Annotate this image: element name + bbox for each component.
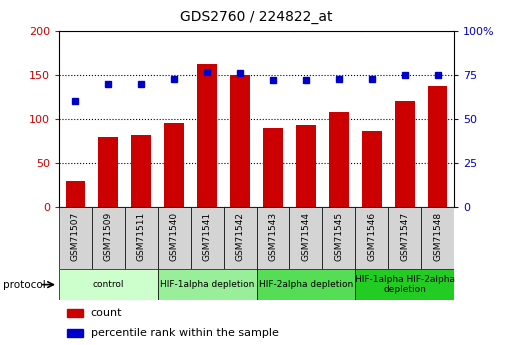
Text: GSM71544: GSM71544: [301, 212, 310, 261]
Text: count: count: [91, 308, 122, 318]
Text: GSM71541: GSM71541: [203, 212, 212, 261]
Text: GSM71546: GSM71546: [367, 212, 376, 261]
Bar: [59, 207, 92, 269]
Bar: [158, 207, 191, 269]
Bar: [256, 207, 289, 269]
Bar: [67, 309, 83, 317]
Bar: [224, 207, 256, 269]
Text: GSM71548: GSM71548: [433, 212, 442, 261]
Bar: [355, 269, 454, 300]
Text: protocol: protocol: [3, 280, 45, 289]
Bar: [164, 122, 184, 207]
Text: GSM71542: GSM71542: [235, 212, 245, 261]
Bar: [388, 207, 421, 269]
Bar: [98, 137, 118, 207]
Bar: [296, 125, 315, 207]
Bar: [289, 207, 322, 269]
Bar: [125, 207, 158, 269]
Bar: [59, 269, 158, 300]
Text: control: control: [93, 280, 124, 289]
Text: percentile rank within the sample: percentile rank within the sample: [91, 328, 279, 338]
Bar: [131, 135, 151, 207]
Bar: [158, 269, 256, 300]
Text: GDS2760 / 224822_at: GDS2760 / 224822_at: [180, 10, 333, 24]
Text: GSM71547: GSM71547: [400, 212, 409, 261]
Text: GSM71543: GSM71543: [268, 212, 278, 261]
Bar: [322, 207, 355, 269]
Bar: [197, 65, 217, 207]
Bar: [355, 207, 388, 269]
Text: GSM71540: GSM71540: [170, 212, 179, 261]
Bar: [256, 269, 355, 300]
Bar: [263, 128, 283, 207]
Bar: [329, 112, 349, 207]
Text: GSM71509: GSM71509: [104, 212, 113, 261]
Bar: [67, 329, 83, 337]
Text: GSM71507: GSM71507: [71, 212, 80, 261]
Bar: [428, 87, 447, 207]
Text: GSM71545: GSM71545: [334, 212, 343, 261]
Bar: [66, 181, 85, 207]
Bar: [362, 131, 382, 207]
Text: HIF-1alpha HIF-2alpha
depletion: HIF-1alpha HIF-2alpha depletion: [354, 275, 455, 294]
Bar: [92, 207, 125, 269]
Bar: [421, 207, 454, 269]
Bar: [230, 75, 250, 207]
Bar: [394, 101, 415, 207]
Text: HIF-1alpha depletion: HIF-1alpha depletion: [160, 280, 254, 289]
Bar: [191, 207, 224, 269]
Text: GSM71511: GSM71511: [137, 212, 146, 261]
Text: HIF-2alpha depletion: HIF-2alpha depletion: [259, 280, 353, 289]
